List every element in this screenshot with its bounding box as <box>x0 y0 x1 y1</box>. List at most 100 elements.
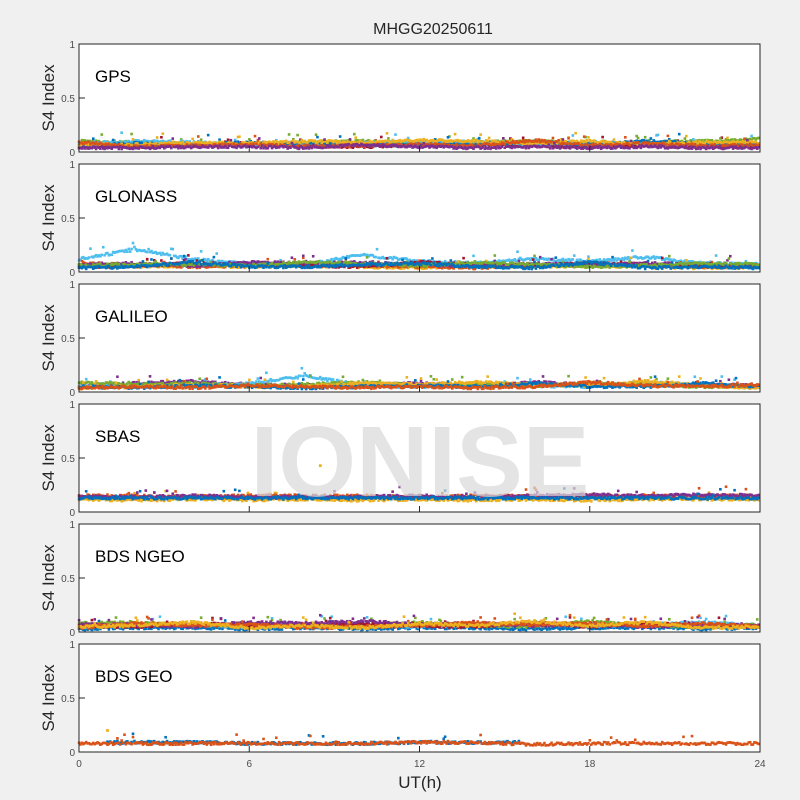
data-point <box>611 147 614 150</box>
data-point <box>333 141 336 145</box>
data-point <box>458 141 461 144</box>
data-point <box>101 143 105 147</box>
data-point <box>318 139 322 142</box>
data-point <box>726 143 729 147</box>
data-point <box>587 255 590 258</box>
data-point <box>436 142 440 146</box>
data-point <box>309 142 312 146</box>
data-point <box>510 138 514 141</box>
data-point <box>145 139 149 143</box>
data-point <box>250 140 254 144</box>
data-point <box>196 135 200 138</box>
data-point <box>453 143 457 146</box>
data-point <box>225 141 228 144</box>
data-point <box>343 144 346 147</box>
data-point <box>439 140 443 143</box>
data-point <box>558 142 562 146</box>
data-point <box>253 142 257 145</box>
data-point <box>151 146 155 149</box>
data-point <box>554 143 558 147</box>
data-point <box>598 145 602 148</box>
data-point <box>289 144 292 148</box>
data-point <box>463 143 467 147</box>
data-point <box>459 140 463 144</box>
data-point <box>700 144 704 148</box>
data-point <box>250 144 254 147</box>
data-point <box>604 141 607 145</box>
data-point <box>624 140 627 143</box>
data-point <box>545 140 549 144</box>
data-point <box>155 139 159 143</box>
data-point <box>330 141 333 144</box>
data-point <box>710 141 714 145</box>
data-point <box>738 138 742 141</box>
data-point <box>165 142 169 145</box>
data-point <box>141 142 145 145</box>
data-point <box>91 145 95 148</box>
data-point <box>636 143 640 146</box>
data-point <box>570 141 573 144</box>
data-point <box>355 141 359 144</box>
data-point <box>284 139 288 143</box>
data-point <box>554 140 558 143</box>
data-point <box>571 143 575 147</box>
data-point <box>727 142 731 146</box>
data-point <box>572 144 576 148</box>
data-point <box>652 139 655 142</box>
data-point <box>436 144 440 148</box>
data-point <box>536 145 539 149</box>
data-point <box>463 146 467 149</box>
data-point <box>597 142 600 146</box>
data-point <box>702 145 705 149</box>
data-point <box>195 145 199 149</box>
data-point <box>624 146 627 150</box>
data-point <box>486 142 489 146</box>
data-point <box>286 145 289 148</box>
data-point <box>128 143 132 147</box>
data-point <box>242 144 245 148</box>
data-point <box>127 147 131 150</box>
data-point <box>575 147 579 150</box>
data-point <box>303 140 306 143</box>
data-point <box>693 146 697 149</box>
data-point <box>86 147 89 150</box>
data-point <box>460 140 464 144</box>
data-point <box>487 142 491 146</box>
data-point <box>321 142 325 145</box>
data-point <box>135 146 139 150</box>
data-point <box>706 139 709 143</box>
data-point <box>666 144 670 148</box>
data-point <box>448 145 451 149</box>
data-point <box>175 142 179 145</box>
data-point <box>187 141 190 145</box>
data-point <box>249 139 253 143</box>
data-point <box>357 144 360 147</box>
data-point <box>337 143 341 146</box>
data-point <box>408 140 411 144</box>
data-point <box>631 249 634 252</box>
data-point <box>480 141 484 145</box>
data-point <box>395 139 399 143</box>
data-point <box>87 256 91 259</box>
data-point <box>696 147 699 150</box>
data-point <box>448 140 451 143</box>
data-point <box>558 140 562 143</box>
data-point <box>327 145 331 149</box>
data-point <box>645 142 648 145</box>
data-point <box>584 143 587 147</box>
data-point <box>368 144 372 147</box>
data-point <box>128 141 132 144</box>
data-point <box>267 140 271 143</box>
data-point <box>324 146 328 149</box>
data-point <box>658 144 661 147</box>
data-point <box>673 146 677 150</box>
data-point <box>262 141 265 144</box>
data-point <box>646 145 650 149</box>
data-point <box>572 142 576 145</box>
data-point <box>194 143 197 146</box>
data-point <box>79 141 82 145</box>
data-point <box>314 141 318 145</box>
data-point <box>425 142 428 146</box>
data-point <box>743 144 746 148</box>
data-point <box>83 139 87 142</box>
